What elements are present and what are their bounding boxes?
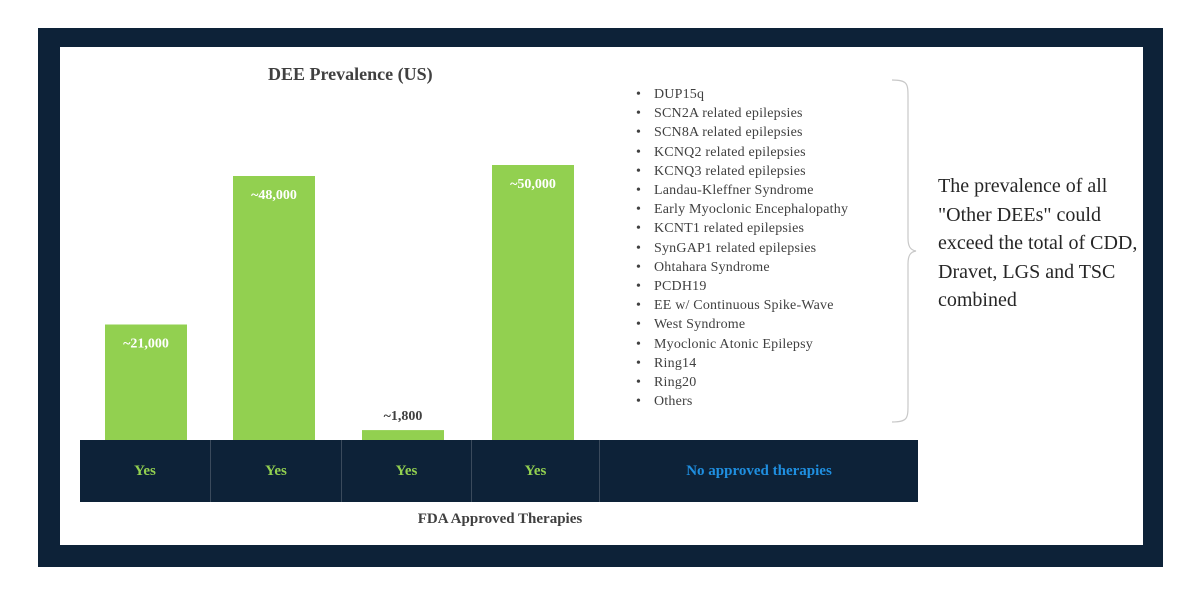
list-item: Myoclonic Atonic Epilepsy bbox=[636, 335, 848, 354]
prevalence-note: The prevalence of all "Other DEEs" could… bbox=[938, 175, 1138, 311]
list-item: SynGAP1 related epilepsies bbox=[636, 239, 848, 258]
list-item: PCDH19 bbox=[636, 277, 848, 296]
therapy-cell-4: Yes bbox=[472, 440, 600, 502]
list-item: KCNQ3 related epilepsies bbox=[636, 162, 848, 181]
therapy-table: Yes Yes Yes Yes No approved therapies bbox=[80, 440, 918, 502]
list-item: Ring20 bbox=[636, 373, 848, 392]
list-item: DUP15q bbox=[636, 85, 848, 104]
x-axis-label: FDA Approved Therapies bbox=[417, 511, 583, 527]
list-item: EE w/ Continuous Spike-Wave bbox=[636, 296, 848, 315]
list-item: Landau-Kleffner Syndrome bbox=[636, 181, 848, 200]
bar-2 bbox=[233, 176, 315, 440]
bar-label-4: ~50,000 bbox=[510, 177, 556, 192]
therapy-cell-1: Yes bbox=[80, 440, 211, 502]
bar-4 bbox=[492, 165, 574, 440]
bar-label-1: ~21,000 bbox=[123, 337, 169, 352]
list-item: Others bbox=[636, 392, 848, 411]
bar-label-2: ~48,000 bbox=[251, 188, 297, 203]
bar-label-3: ~1,800 bbox=[384, 409, 423, 424]
list-item: SCN2A related epilepsies bbox=[636, 104, 848, 123]
list-item: Early Myoclonic Encephalopathy bbox=[636, 200, 848, 219]
list-item: West Syndrome bbox=[636, 315, 848, 334]
therapy-cell-none: No approved therapies bbox=[686, 462, 832, 479]
list-item: Ohtahara Syndrome bbox=[636, 258, 848, 277]
therapy-cell-3: Yes bbox=[342, 440, 472, 502]
right-brace bbox=[891, 79, 917, 423]
list-item: KCNT1 related epilepsies bbox=[636, 219, 848, 238]
chart-title: DEE Prevalence (US) bbox=[268, 64, 433, 84]
list-item: Ring14 bbox=[636, 354, 848, 373]
bar-1 bbox=[105, 324, 187, 440]
bar-3 bbox=[362, 430, 444, 440]
list-item: KCNQ2 related epilepsies bbox=[636, 143, 848, 162]
therapy-cell-2: Yes bbox=[211, 440, 342, 502]
other-dees-list: DUP15q SCN2A related epilepsies SCN8A re… bbox=[636, 85, 848, 411]
list-item: SCN8A related epilepsies bbox=[636, 123, 848, 142]
